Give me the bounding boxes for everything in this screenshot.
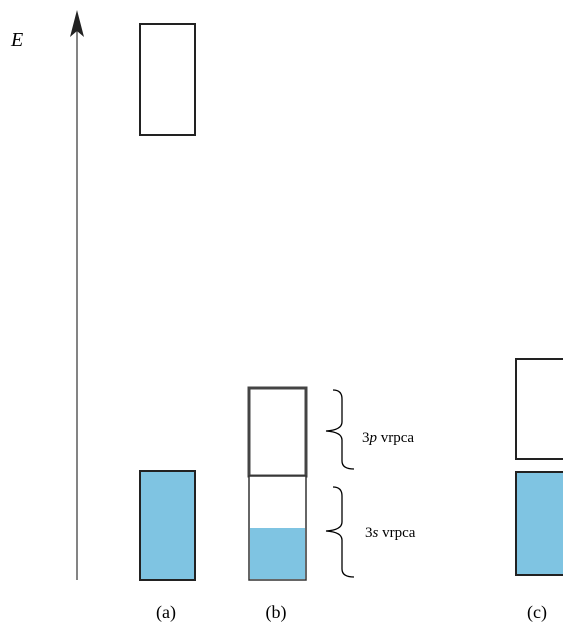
band-c-lower-filled [515, 471, 563, 576]
band-a-upper-empty [139, 23, 196, 136]
band-c-upper-empty [515, 358, 563, 460]
band-b-3s-filled-part [250, 528, 305, 579]
band-a-lower-filled [139, 470, 196, 581]
energy-axis-arrowhead [70, 10, 84, 37]
brace-3p [325, 389, 355, 470]
label-3s-band: 3s vrpca [365, 525, 416, 541]
brace-3s [325, 486, 355, 578]
panel-label-a: (a) [156, 602, 176, 623]
panel-label-c: (c) [527, 602, 547, 623]
panel-label-b: (b) [266, 602, 287, 623]
label-3p-band: 3p vrpca [362, 430, 414, 446]
energy-axis-label: E [10, 29, 23, 51]
band-b-3p [247, 386, 308, 478]
